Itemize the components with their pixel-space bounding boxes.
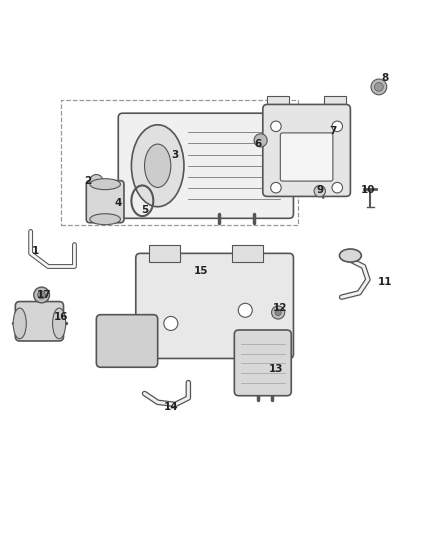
FancyBboxPatch shape — [96, 314, 158, 367]
Text: 10: 10 — [360, 185, 375, 195]
FancyBboxPatch shape — [15, 302, 64, 341]
Circle shape — [271, 121, 281, 132]
Ellipse shape — [90, 214, 120, 225]
Circle shape — [164, 317, 178, 330]
Ellipse shape — [53, 308, 66, 339]
Ellipse shape — [90, 179, 120, 190]
Circle shape — [238, 303, 252, 317]
Circle shape — [90, 174, 103, 188]
Bar — [232, 245, 263, 262]
Circle shape — [272, 306, 285, 319]
Text: 7: 7 — [329, 126, 336, 136]
Text: 11: 11 — [378, 277, 393, 287]
FancyBboxPatch shape — [263, 104, 350, 197]
Text: 1: 1 — [32, 246, 39, 256]
Circle shape — [38, 291, 46, 299]
Text: 6: 6 — [255, 139, 262, 149]
Circle shape — [374, 83, 383, 91]
FancyBboxPatch shape — [280, 133, 333, 181]
Circle shape — [254, 134, 267, 147]
Bar — [61, 100, 298, 225]
FancyBboxPatch shape — [234, 330, 291, 395]
Bar — [267, 96, 289, 109]
Circle shape — [275, 310, 281, 316]
Text: 3: 3 — [172, 150, 179, 160]
Text: 4: 4 — [115, 198, 122, 208]
Text: 17: 17 — [36, 290, 51, 300]
Bar — [149, 245, 180, 262]
Circle shape — [271, 182, 281, 193]
FancyBboxPatch shape — [86, 181, 124, 223]
Text: 14: 14 — [163, 402, 178, 411]
Ellipse shape — [131, 125, 184, 207]
FancyBboxPatch shape — [136, 253, 293, 359]
Text: 2: 2 — [84, 176, 91, 186]
Bar — [324, 96, 346, 109]
Text: 5: 5 — [141, 205, 148, 215]
Ellipse shape — [13, 308, 26, 339]
Circle shape — [332, 182, 343, 193]
Circle shape — [314, 185, 325, 197]
Circle shape — [34, 287, 49, 303]
Text: 16: 16 — [54, 312, 69, 322]
Ellipse shape — [339, 249, 361, 262]
Text: 13: 13 — [268, 365, 283, 374]
FancyBboxPatch shape — [118, 113, 293, 219]
Text: 8: 8 — [382, 73, 389, 83]
Text: 9: 9 — [316, 185, 323, 195]
Text: 12: 12 — [273, 303, 288, 313]
Circle shape — [332, 121, 343, 132]
Ellipse shape — [145, 144, 171, 188]
Circle shape — [371, 79, 387, 95]
Text: 15: 15 — [194, 266, 209, 276]
